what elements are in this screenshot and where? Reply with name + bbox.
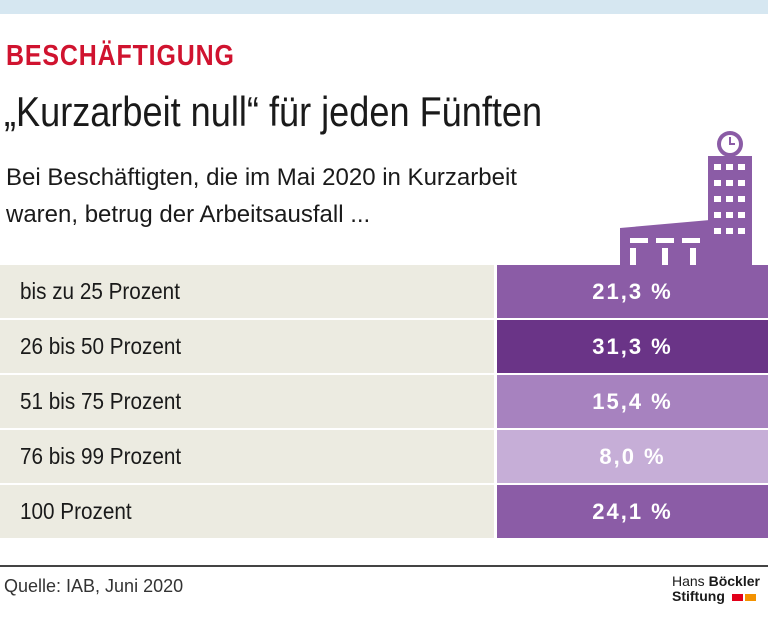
table-row: 51 bis 75 Prozent 15,4 % <box>0 375 768 428</box>
row-label: 76 bis 99 Prozent <box>20 443 182 469</box>
title: „Kurzarbeit null“ für jeden Fünften <box>4 88 543 135</box>
building-icon <box>620 131 752 266</box>
table-row: bis zu 25 Prozent 21,3 % <box>0 265 768 318</box>
logo-text: Hans <box>672 573 705 589</box>
logo: Hans Böckler Stiftung <box>672 574 760 604</box>
row-value: 21,3 % <box>497 265 768 318</box>
row-label: 26 bis 50 Prozent <box>20 333 182 359</box>
row-label-cell: 76 bis 99 Prozent <box>0 430 494 483</box>
row-label: bis zu 25 Prozent <box>20 278 180 304</box>
row-label: 51 bis 75 Prozent <box>20 388 182 414</box>
category: BESCHÄFTIGUNG <box>6 40 235 72</box>
subtitle: Bei Beschäftigten, die im Mai 2020 in Ku… <box>6 164 517 191</box>
row-label-cell: 51 bis 75 Prozent <box>0 375 494 428</box>
logo-text: Böckler <box>708 573 760 589</box>
row-label-cell: bis zu 25 Prozent <box>0 265 494 318</box>
row-label: 100 Prozent <box>20 498 132 524</box>
row-value: 8,0 % <box>497 430 768 483</box>
table-row: 26 bis 50 Prozent 31,3 % <box>0 320 768 373</box>
logo-mark <box>744 594 756 601</box>
table-row: 76 bis 99 Prozent 8,0 % <box>0 430 768 483</box>
rule <box>0 565 768 567</box>
table-row: 100 Prozent 24,1 % <box>0 485 768 538</box>
source: Quelle: IAB, Juni 2020 <box>4 576 184 596</box>
row-value: 24,1 % <box>497 485 768 538</box>
logo-mark <box>731 594 743 601</box>
subtitle: waren, betrug der Arbeitsausfall ... <box>6 201 371 228</box>
row-value: 31,3 % <box>497 320 768 373</box>
logo-text: Stiftung <box>672 588 725 604</box>
row-label-cell: 100 Prozent <box>0 485 494 538</box>
top-bar <box>0 0 768 14</box>
row-value: 15,4 % <box>497 375 768 428</box>
row-label-cell: 26 bis 50 Prozent <box>0 320 494 373</box>
